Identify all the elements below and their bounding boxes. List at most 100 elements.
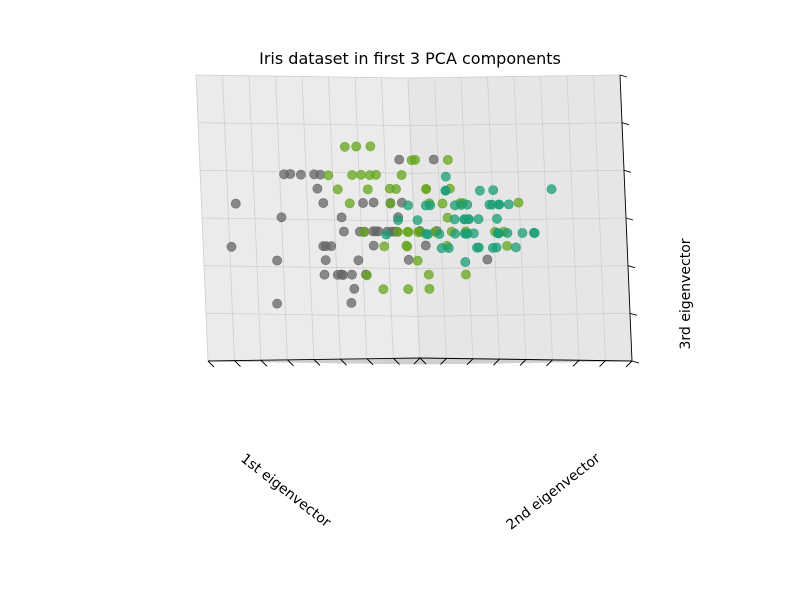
data-point-series-1 [546, 184, 557, 195]
data-point-series-1 [474, 185, 485, 196]
data-point-series-2 [421, 184, 431, 194]
grid-line [203, 265, 417, 270]
data-point-series-2 [344, 198, 355, 209]
data-point-series-2 [460, 269, 471, 280]
y-axis-tick [393, 358, 400, 365]
data-point-series-1 [420, 200, 431, 211]
data-point-series-1 [459, 214, 470, 225]
data-point-series-2 [379, 241, 390, 252]
data-point-series-3 [320, 255, 331, 266]
data-point-series-2 [339, 141, 350, 152]
grid-line [409, 122, 623, 127]
data-point-series-2 [402, 241, 413, 252]
data-point-series-2 [403, 227, 414, 237]
data-point-series-1 [492, 213, 502, 224]
grid-line [407, 74, 621, 79]
x-axis-tick [466, 358, 474, 366]
x-axis-tick [493, 358, 500, 366]
data-point-series-2 [332, 184, 343, 195]
data-point-series-3 [358, 198, 368, 208]
data-point-series-3 [346, 269, 357, 280]
grid-line [197, 122, 411, 127]
data-point-series-2 [442, 154, 453, 165]
data-point-series-1 [403, 200, 413, 211]
y-axis-tick [313, 359, 321, 366]
data-point-series-1 [488, 185, 499, 195]
data-point-series-1 [393, 215, 403, 226]
data-point-series-3 [368, 197, 379, 208]
grid-line [417, 312, 631, 317]
chart-title: Iris dataset in first 3 PCA components [259, 49, 561, 68]
x-axis-tick [625, 360, 633, 368]
data-point-series-1 [511, 242, 521, 253]
data-point-series-3 [338, 270, 348, 280]
data-point-series-2 [365, 141, 376, 152]
data-point-series-3 [353, 255, 364, 266]
data-point-series-1 [460, 257, 471, 267]
grid-line [195, 74, 409, 79]
axis-lines [207, 74, 640, 368]
data-point-series-1 [503, 199, 514, 210]
data-point-series-2 [392, 226, 403, 237]
data-point-series-3 [336, 212, 347, 223]
data-point-series-2 [356, 169, 366, 180]
x-axis-tick [572, 359, 580, 367]
data-point-series-1 [412, 215, 423, 225]
data-point-series-1 [472, 242, 482, 253]
grid-line [419, 360, 633, 365]
z-axis-label: 3rd eigenvector [678, 238, 694, 349]
data-point-series-2 [359, 227, 370, 238]
data-point-series-1 [449, 214, 460, 225]
data-point-series-1 [436, 243, 447, 254]
data-point-series-3 [272, 255, 282, 266]
data-point-series-3 [349, 283, 360, 294]
z-axis-tick [623, 169, 632, 173]
x-axis-tick [413, 357, 421, 365]
data-point-series-2 [378, 284, 389, 295]
x-axis-tick [599, 360, 606, 367]
data-point-series-1 [440, 171, 451, 182]
data-point-series-3 [326, 241, 337, 252]
data-point-series-1 [493, 228, 504, 239]
data-point-series-1 [502, 228, 513, 238]
data-point-series-2 [385, 198, 396, 209]
data-point-series-1 [434, 229, 445, 239]
data-point-series-3 [394, 154, 405, 165]
data-point-series-2 [361, 270, 372, 281]
data-point-series-3 [295, 169, 306, 180]
x-axis-tick [440, 358, 447, 365]
data-point-series-3 [368, 240, 379, 251]
z-axis-tick [629, 312, 638, 316]
data-point-series-2 [412, 255, 423, 266]
data-points [226, 141, 557, 309]
data-point-series-2 [423, 269, 434, 280]
grid-line [207, 360, 421, 365]
z-axis-tick [631, 360, 640, 364]
data-point-series-2 [403, 284, 414, 295]
data-point-series-2 [396, 170, 407, 180]
data-point-series-3 [338, 226, 349, 237]
data-point-series-2 [406, 155, 417, 166]
x-axis-tick [519, 359, 527, 366]
data-point-series-3 [226, 241, 237, 252]
data-point-series-1 [440, 185, 451, 196]
y-axis-tick [260, 359, 268, 367]
data-point-series-3 [482, 254, 493, 265]
y-axis-tick [207, 360, 215, 368]
data-point-series-3 [272, 298, 282, 309]
data-point-series-2 [502, 240, 512, 251]
grid-line [205, 312, 419, 317]
data-point-series-3 [230, 198, 241, 209]
data-point-series-2 [513, 197, 524, 208]
data-point-series-1 [487, 199, 497, 210]
data-point-series-1 [460, 228, 471, 239]
data-point-series-2 [424, 283, 435, 294]
y-axis-tick [340, 358, 347, 366]
data-point-series-2 [391, 184, 401, 194]
data-point-series-3 [312, 183, 323, 194]
data-point-series-1 [381, 229, 392, 240]
y-axis-tick [366, 358, 374, 366]
y-axis-label: 2nd eigenvector [504, 450, 604, 533]
z-axis-tick [627, 265, 636, 269]
